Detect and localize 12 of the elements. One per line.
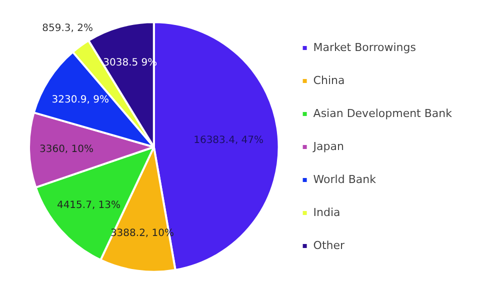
data-label: 859.3, 2% <box>42 22 93 34</box>
data-label: 4415.7, 13% <box>56 200 121 211</box>
legend-label: Asian Development Bank <box>313 106 453 120</box>
legend-label: Market Borrowings <box>313 40 416 54</box>
data-label: 3230.9, 9% <box>52 94 109 106</box>
legend-label: India <box>313 206 340 219</box>
legend-label: China <box>313 74 345 87</box>
data-label: 16383.4, 47% <box>194 135 264 146</box>
legend-label: World Bank <box>313 172 377 186</box>
legend-label: Other <box>313 238 346 252</box>
legend-label: Japan <box>312 140 344 153</box>
data-label: 3360, 10% <box>39 144 94 155</box>
